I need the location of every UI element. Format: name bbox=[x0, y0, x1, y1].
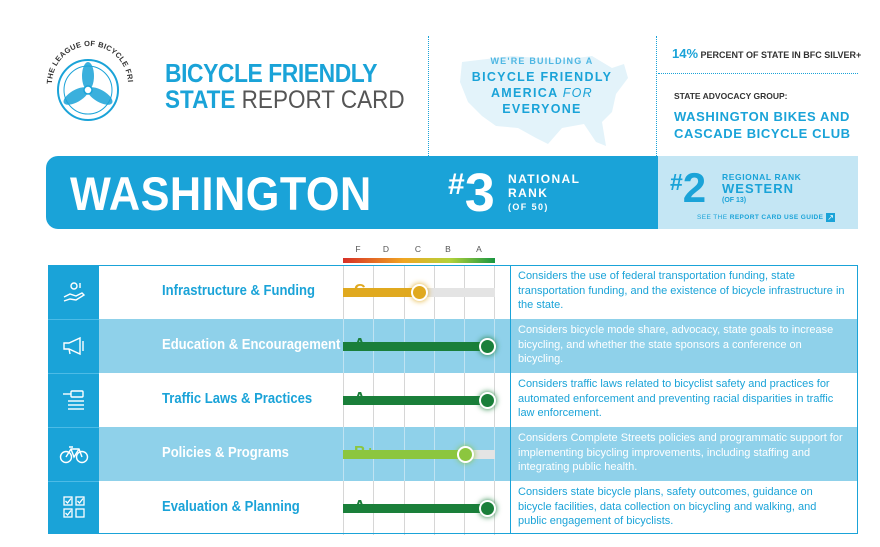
grade-fill bbox=[343, 288, 419, 297]
grade-marker bbox=[479, 338, 497, 355]
gavel-icon bbox=[48, 373, 99, 427]
grade-scale-label: F bbox=[355, 244, 361, 254]
us-map-icon bbox=[460, 56, 628, 146]
grade-fill bbox=[343, 396, 488, 405]
grade-scale-label: A bbox=[476, 244, 482, 254]
state-name: WASHINGTON bbox=[70, 167, 372, 220]
advocacy-groups: WASHINGTON BIKES AND CASCADE BICYCLE CLU… bbox=[674, 108, 851, 142]
state-banner bbox=[46, 156, 658, 229]
grade-scale-label: D bbox=[382, 244, 390, 254]
title-report-card: REPORT CARD bbox=[241, 86, 405, 114]
divider-right bbox=[656, 36, 657, 156]
category-name: Education & Encouragement bbox=[162, 337, 341, 353]
slogan-line2: BICYCLE FRIENDLY bbox=[471, 70, 613, 84]
category-name: Traffic Laws & Practices bbox=[162, 391, 313, 407]
advocacy-label: STATE ADVOCACY GROUP: bbox=[674, 91, 788, 101]
icon-column bbox=[48, 265, 99, 534]
grade-marker bbox=[411, 284, 428, 301]
national-of: (OF 50) bbox=[508, 202, 549, 212]
slogan-line4: EVERYONE bbox=[502, 102, 582, 116]
grade-marker bbox=[479, 392, 497, 409]
slogan-line1: WE'RE BUILDING A bbox=[490, 56, 594, 66]
table-row: Traffic Laws & PracticesAConsiders traff… bbox=[48, 373, 858, 427]
title-state-word: STATE bbox=[165, 86, 236, 114]
national-label-2: RANK bbox=[508, 186, 549, 200]
grade-scale-bar bbox=[343, 258, 495, 263]
use-guide-link[interactable]: SEE THE REPORT CARD USE GUIDE ↗ bbox=[697, 213, 836, 222]
table-row: Education & EncouragementAConsiders bicy… bbox=[48, 319, 858, 373]
grade-fill bbox=[343, 342, 488, 351]
grade-scale-label: B bbox=[445, 244, 451, 254]
grade-fill bbox=[343, 504, 488, 513]
regional-of: (OF 13) bbox=[722, 197, 747, 204]
grade-marker bbox=[479, 500, 497, 517]
category-name: Infrastructure & Funding bbox=[162, 283, 315, 299]
category-description: Considers bicycle mode share, advocacy, … bbox=[518, 324, 834, 365]
regional-label-1: REGIONAL RANK bbox=[722, 172, 802, 182]
regional-rank-value: 2 bbox=[682, 164, 707, 211]
category-name: Policies & Programs bbox=[162, 445, 289, 461]
grade-track bbox=[343, 392, 497, 409]
stat-divider bbox=[658, 73, 858, 74]
grade-track bbox=[343, 446, 495, 463]
national-rank-label: NATIONAL RANK (OF 50) bbox=[508, 172, 580, 214]
icon-row-separator bbox=[48, 373, 99, 374]
report-title-line2: STATE REPORT CARD bbox=[165, 86, 405, 115]
category-description: Considers traffic laws related to bicycl… bbox=[518, 378, 834, 419]
report-title-line1: BICYCLE FRIENDLY bbox=[165, 58, 378, 88]
description-separator bbox=[510, 265, 511, 534]
category-name: Evaluation & Planning bbox=[162, 499, 300, 515]
icon-row-separator bbox=[48, 481, 99, 482]
hand-money-icon bbox=[48, 265, 99, 319]
regional-label-2: WESTERN bbox=[722, 181, 794, 196]
national-rank-number: #3 bbox=[448, 162, 495, 224]
table-row: Infrastructure & FundingCConsiders the u… bbox=[48, 265, 858, 319]
guide-link-text[interactable]: REPORT CARD USE GUIDE bbox=[729, 214, 824, 222]
national-label-1: NATIONAL bbox=[508, 172, 581, 186]
regional-rank-panel bbox=[658, 156, 858, 229]
regional-hash: # bbox=[670, 169, 683, 195]
league-logo: THE LEAGUE OF BICYCLE FRIENDLY AMERICA bbox=[38, 32, 135, 121]
guide-prefix: SEE THE bbox=[697, 214, 728, 222]
silver-label: PERCENT OF STATE IN BFC SILVER+ bbox=[700, 50, 862, 60]
checklist-icon bbox=[48, 481, 99, 535]
external-link-icon[interactable]: ↗ bbox=[826, 213, 836, 222]
regional-rank-label: REGIONAL RANK WESTERN (OF 13) bbox=[722, 171, 801, 207]
slogan-for: FOR bbox=[562, 86, 594, 100]
slogan: WE'RE BUILDING A BICYCLE FRIENDLY AMERIC… bbox=[448, 56, 636, 116]
category-description: Considers state bicycle plans, safety ou… bbox=[518, 486, 817, 527]
grade-track bbox=[343, 500, 497, 517]
slogan-line3: AMERICA FOR bbox=[448, 86, 636, 100]
regional-rank-number: #2 bbox=[670, 164, 706, 212]
megaphone-icon bbox=[48, 319, 99, 373]
grade-marker bbox=[456, 446, 474, 463]
bicycle-icon bbox=[48, 427, 99, 481]
advocacy-line2: CASCADE BICYCLE CLUB bbox=[674, 126, 851, 141]
grade-track bbox=[343, 284, 495, 301]
national-hash: # bbox=[448, 168, 465, 201]
slogan-america: AMERICA bbox=[490, 86, 558, 100]
advocacy-line1: WASHINGTON BIKES AND bbox=[674, 109, 850, 124]
grade-track bbox=[343, 338, 497, 355]
table-row: Evaluation & PlanningAConsiders state bi… bbox=[48, 481, 858, 535]
grade-scale-label: C bbox=[414, 244, 422, 254]
category-description: Considers Complete Streets policies and … bbox=[518, 432, 843, 473]
table-row: Policies & ProgramsB+Considers Complete … bbox=[48, 427, 858, 481]
icon-row-separator bbox=[48, 319, 99, 320]
national-rank-value: 3 bbox=[464, 163, 495, 223]
category-table: Infrastructure & FundingCConsiders the u… bbox=[48, 265, 858, 535]
silver-percent: 14% bbox=[672, 46, 699, 61]
silver-stat: 14% PERCENT OF STATE IN BFC SILVER+ bbox=[672, 46, 861, 61]
grade-fill bbox=[343, 450, 465, 459]
category-description: Considers the use of federal transportat… bbox=[518, 270, 845, 311]
divider-left bbox=[428, 36, 429, 156]
icon-row-separator bbox=[48, 427, 99, 428]
